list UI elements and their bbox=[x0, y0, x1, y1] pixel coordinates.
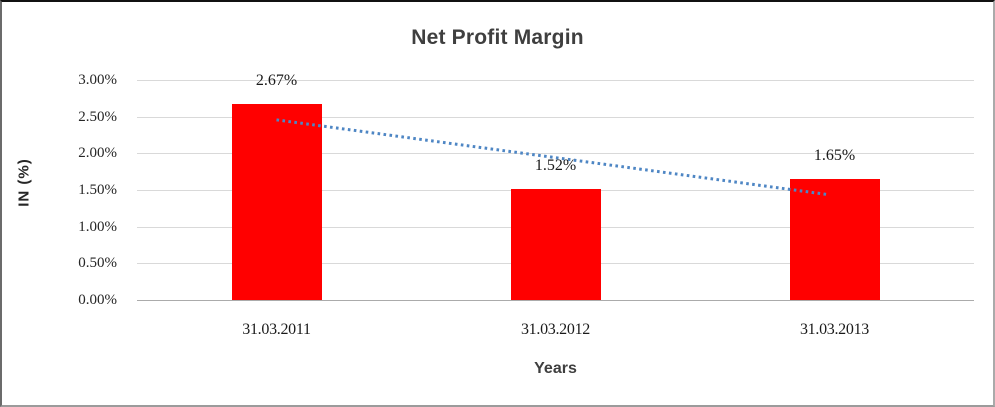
chart-title: Net Profit Margin bbox=[411, 26, 584, 49]
x-category-label: 31.03.2013 bbox=[799, 321, 869, 338]
trendline-layer bbox=[276, 118, 829, 197]
data-label: 1.52% bbox=[534, 156, 577, 174]
x-axis-title: Years bbox=[534, 360, 577, 377]
y-tick-label: 2.50% bbox=[78, 109, 117, 125]
y-tick-label: 0.50% bbox=[78, 255, 117, 271]
trendline bbox=[276, 118, 829, 197]
data-label: 2.67% bbox=[255, 72, 298, 90]
plot-area: 2.67% 1.52% 1.65% bbox=[137, 72, 974, 301]
y-tick-label: 0.00% bbox=[78, 292, 117, 308]
gridline bbox=[137, 80, 974, 81]
data-label: 1.65% bbox=[813, 147, 856, 164]
x-axis-line bbox=[137, 300, 974, 301]
y-tick-label: 2.00% bbox=[78, 145, 117, 161]
bar bbox=[510, 188, 601, 300]
y-tick-label: 3.00% bbox=[78, 72, 117, 88]
y-tick-label: 1.50% bbox=[78, 182, 117, 198]
gridline bbox=[137, 117, 974, 118]
y-tick-label: 1.00% bbox=[78, 219, 117, 235]
gridline bbox=[137, 153, 974, 154]
x-category-label: 31.03.2011 bbox=[242, 321, 311, 338]
bar bbox=[231, 104, 322, 300]
x-category-label: 31.03.2012 bbox=[520, 321, 590, 338]
bar bbox=[789, 179, 880, 300]
